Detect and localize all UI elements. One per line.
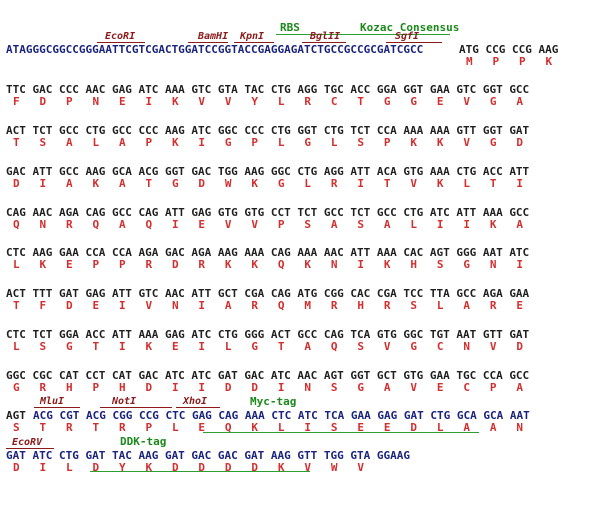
noti-site-label: NotI [112,396,137,407]
aa-line-8: G R H P H D I I D D I N S G A V E C P A [13,381,523,394]
kozac-underline [346,34,450,35]
dna-line-9-start: AGT [6,409,26,422]
dna-line-7: CTC TCT GGA ACC ATT AAA GAG ATC CTG GGG … [6,328,530,341]
aa-line-2: T S A L A P K I G P L G L S P K K V G D [13,136,523,149]
dna-line-2: ACT TCT GCC CTG GCC CCC AAG ATC GGC CCC … [6,124,530,137]
kpni-underline [234,42,274,43]
dna-line-0-leader: ATAGGGCGGCCGGGAATTCGTCGACTGGATCCGGTACCGA… [6,43,424,56]
sgfi-site-label: SgfI [395,31,420,42]
ddk-tag-label: DDK-tag [120,435,167,448]
aa-line-9: S T R T R P L E Q K L I S E E D L A A N [13,421,523,434]
mlui-site-label: MluI [40,396,65,407]
ecorv-underline [6,448,54,449]
dna-line-6: ACT TTT GAT GAG ATT GTC AAC ATT GCT CGA … [6,287,530,300]
myc-tag-label: Myc-tag [250,395,297,408]
bglii-underline [302,42,346,43]
rbs-label: RBS [280,21,300,34]
bamhi-underline [188,42,228,43]
dna-line-8: GGC CGC CAT CCT CAT GAC ATC ATC GAT GAC … [6,369,530,382]
noti-underline [100,407,172,408]
dna-line-5: CTC AAG GAA CCA CCA AGA GAC AGA AAG AAA … [6,246,530,259]
aa-line-3: D I A K A T G D W K G L R I T V K L T I [13,177,523,190]
dna-line-9: ACG CGT ACG CGG CCG CTC GAG CAG AAA CTC … [33,409,530,422]
kozac-consensus-label: Kozac Consensus [360,21,460,34]
sgfi-underline [386,42,442,43]
aa-line-0: M P P K [466,55,553,68]
xhoi-site-label: XhoI [183,396,208,407]
aa-line-10: D I L D Y K D D D D K V W V [13,461,364,474]
mlui-underline [34,407,80,408]
kpni-site-label: KpnI [240,31,265,42]
aa-line-6: T F D E I V N I A R Q M R H R S L A R E [13,299,523,312]
dna-line-3: GAC ATT GCC AAG GCA ACG GGT GAC TGG AAG … [6,165,530,178]
dna-line-10: GAT ATC CTG GAT TAC AAG GAT GAC GAC GAT … [6,449,410,462]
aa-line-1: F D P N E I K V V Y L R C T G G E V G A [13,95,523,108]
aa-line-7: L S G T I K E I L G T A Q S V G C N V D [13,340,523,353]
aa-line-4: Q N R Q A Q I E V V P S A S A L I I K A [13,218,523,231]
myc-tag-underline [203,432,479,433]
aa-line-5: L K E P P R D R K K Q K N I K H S G N I [13,258,523,271]
bglii-site-label: BglII [310,31,341,42]
ecorv-site-label: EcoRV [12,437,43,448]
ecori-site-label: EcoRI [105,31,136,42]
ecori-underline [97,42,145,43]
dna-line-4: CAG AAC AGA CAG GCC CAG ATT GAG GTG GTG … [6,206,530,219]
ddk-tag-underline [90,471,310,472]
rbs-underline [276,34,346,35]
dna-line-1: TTC GAC CCC AAC GAG ATC AAA GTC GTA TAC … [6,83,530,96]
bamhi-site-label: BamHI [198,31,229,42]
dna-line-0-codons: ATG CCG CCG AAG [459,43,559,56]
xhoi-underline [176,407,220,408]
